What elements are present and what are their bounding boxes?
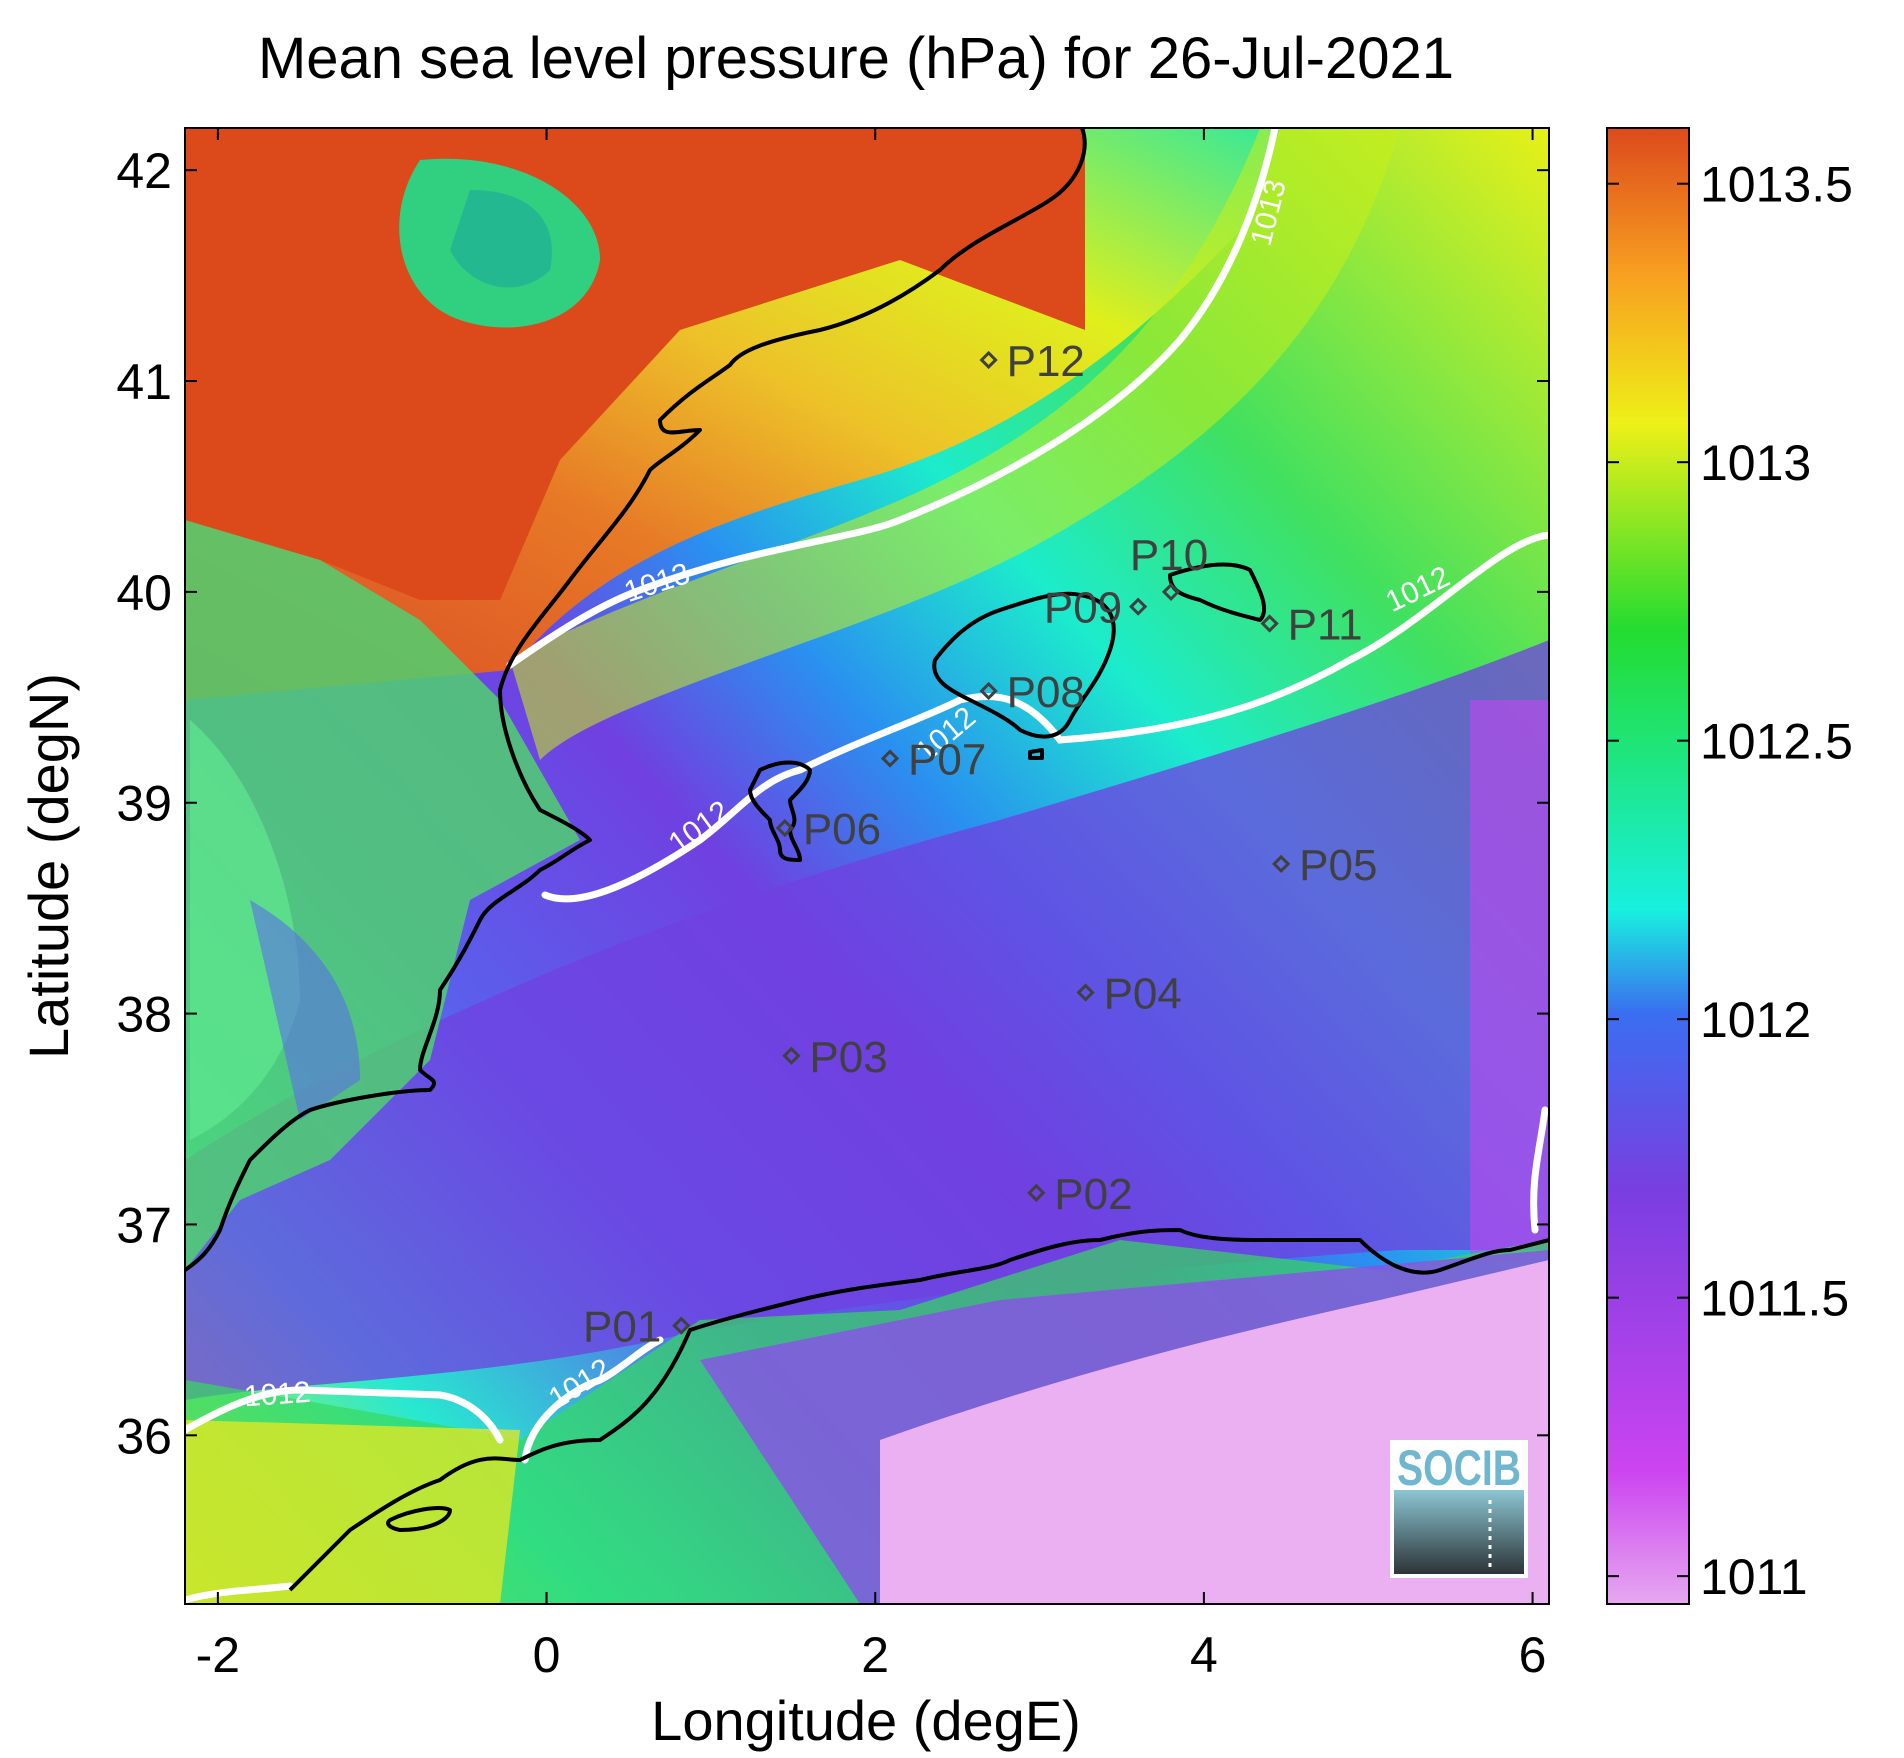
y-tick-label: 41 <box>116 354 172 410</box>
station-marker <box>880 749 900 768</box>
station-label: P07 <box>908 735 986 784</box>
station-label: P03 <box>809 1033 887 1082</box>
y-axis-ticks: 36 37 38 39 40 41 42 <box>116 143 1549 1464</box>
isobar-1013-line <box>506 128 1279 669</box>
station-marker <box>979 681 998 701</box>
y-tick-label: 40 <box>116 565 172 621</box>
isobar-1012-east-line <box>1530 1106 1549 1234</box>
isobar-contours <box>185 128 1549 1604</box>
colorbar-tick-label: 1013 <box>1700 435 1811 491</box>
station-label: P09 <box>1044 584 1122 633</box>
african-coastline <box>288 1228 1549 1592</box>
station-label: P06 <box>803 805 881 854</box>
station-label: P01 <box>583 1303 661 1352</box>
y-axis-label: Latitude (degN) <box>17 673 80 1059</box>
iberian-coastline <box>185 128 1087 1272</box>
isobar-1012-south2-line <box>521 1336 664 1464</box>
colorbar-tick-label: 1012.5 <box>1700 714 1853 770</box>
cabrera-island <box>1028 748 1044 760</box>
map-frame <box>184 127 1550 1605</box>
station-marker <box>782 1046 801 1065</box>
isobar-1012-south-line <box>185 1386 504 1444</box>
station-marker <box>979 350 998 370</box>
colorbar-tick-label: 1011.5 <box>1700 1271 1849 1327</box>
isobar-1012-sw-line <box>185 1582 294 1604</box>
colorbar-tick-label: 1012 <box>1700 992 1811 1048</box>
socib-logo: SOCIB <box>1390 1440 1528 1578</box>
mallorca-coast <box>932 591 1116 739</box>
x-tick-label: 4 <box>1190 1627 1218 1683</box>
x-axis-ticks: -2 0 2 4 6 <box>196 128 1547 1683</box>
y-tick-label: 39 <box>116 776 172 832</box>
menorca-coast <box>1168 562 1267 622</box>
station-marker <box>1260 614 1279 633</box>
station-marker <box>1161 582 1181 602</box>
colorbar-tick-label: 1013.5 <box>1700 157 1853 213</box>
alboran-island <box>386 1506 452 1532</box>
y-tick-label: 36 <box>116 1408 172 1464</box>
colorbar-tick-label: 1011 <box>1700 1549 1808 1605</box>
x-tick-label: 2 <box>861 1627 889 1683</box>
colorbar-ticks: 1011 1011.5 1012 1012.5 1013 1013.5 <box>1607 157 1853 1605</box>
station-label: P08 <box>1007 668 1085 717</box>
x-tick-label: -2 <box>196 1627 240 1683</box>
station-marker <box>1027 1183 1046 1202</box>
logo-text: SOCIB <box>1397 1440 1521 1496</box>
colorbar <box>1606 127 1690 1605</box>
pressure-field <box>185 128 1549 1604</box>
station-label: P02 <box>1054 1170 1132 1219</box>
y-tick-label: 38 <box>116 987 172 1043</box>
x-tick-label: 6 <box>1519 1627 1547 1683</box>
station-label: P10 <box>1130 531 1208 580</box>
x-axis-label: Longitude (degE) <box>651 1689 1081 1752</box>
contour-label-1012-d: 1012 <box>243 1376 312 1414</box>
station-label: P11 <box>1288 601 1363 650</box>
station-marker <box>672 1316 691 1335</box>
x-tick-label: 0 <box>533 1627 561 1683</box>
coastlines <box>185 128 1549 1592</box>
station-marker <box>1076 983 1095 1002</box>
station-label: P05 <box>1299 841 1377 890</box>
station-marker <box>775 818 794 838</box>
station-marker <box>1129 597 1148 616</box>
station-label: P12 <box>1007 337 1085 386</box>
station-label: P04 <box>1104 970 1182 1019</box>
map-title: Mean sea level pressure (hPa) for 26-Jul… <box>258 26 1454 91</box>
isobar-1012-line <box>541 531 1549 903</box>
y-tick-label: 42 <box>116 143 172 199</box>
station-marker <box>1272 854 1291 874</box>
y-tick-label: 37 <box>116 1197 172 1253</box>
ibiza-coast <box>748 760 812 862</box>
